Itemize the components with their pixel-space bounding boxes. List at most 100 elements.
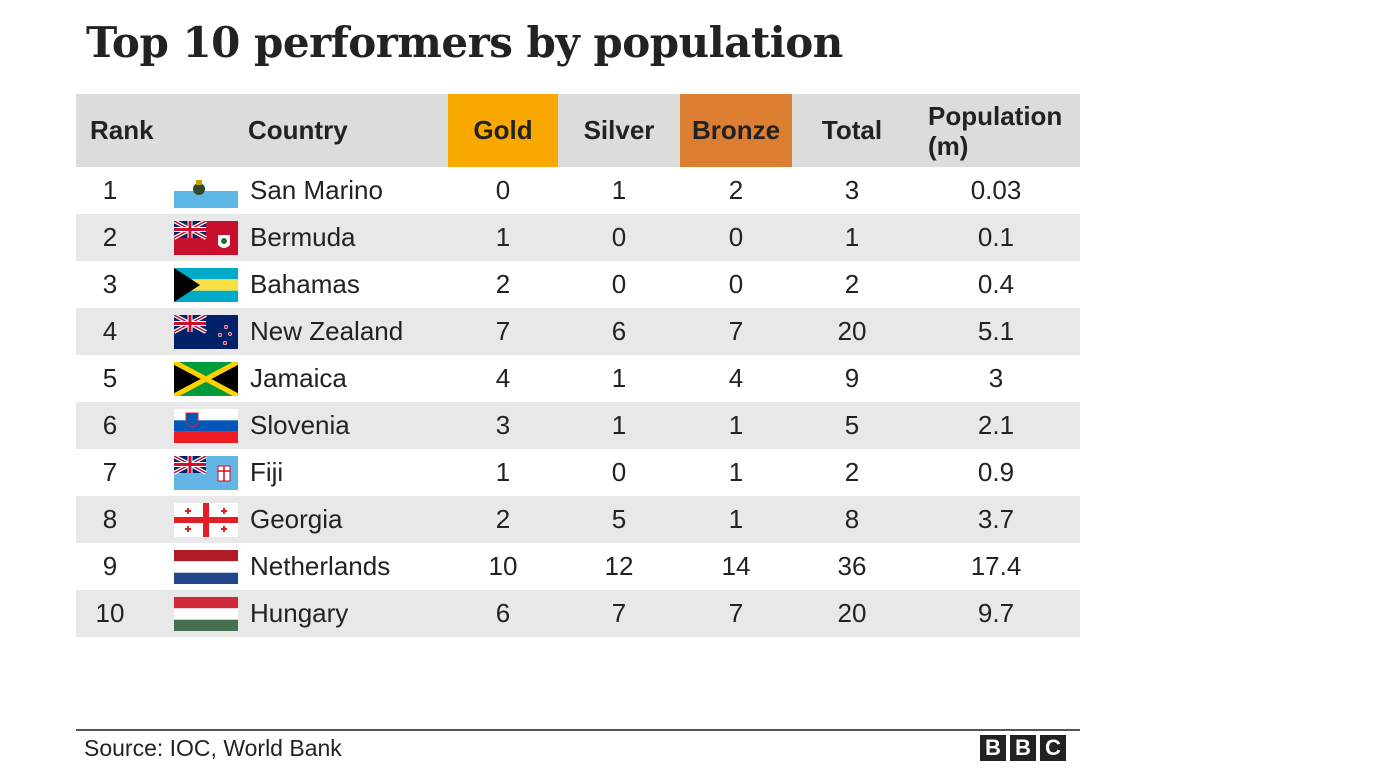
flag-cell	[162, 167, 242, 214]
table-row: 3 Bahamas 2 0 0 2 0.4	[76, 261, 1080, 308]
total-cell: 1	[844, 222, 860, 252]
footer-divider	[76, 729, 1080, 731]
bronze-cell: 1	[728, 504, 744, 534]
country-cell: Jamaica	[250, 363, 347, 393]
bronze-cell: 14	[721, 551, 751, 581]
flag-cell	[162, 543, 242, 590]
silver-cell: 7	[611, 598, 627, 628]
country-cell: Georgia	[250, 504, 343, 534]
fiji-flag	[174, 455, 238, 490]
table-row: 2 Bermuda 1 0 0 1 0.1	[76, 214, 1080, 261]
rank-cell: 1	[102, 175, 118, 205]
table-header-row: Rank Country Gold Silver Bronze Total Po…	[76, 94, 1080, 167]
header-flag	[162, 94, 242, 167]
bronze-cell: 0	[728, 269, 744, 299]
header-country: Country	[248, 115, 348, 145]
rank-cell: 4	[102, 316, 118, 346]
bbc-logo-letter: B	[1010, 735, 1036, 761]
table-row: 5 Jamaica 4 1 4 9 3	[76, 355, 1080, 402]
header-total: Total	[821, 115, 883, 145]
population-cell: 2.1	[977, 410, 1015, 440]
rank-cell: 9	[102, 551, 118, 581]
bronze-cell: 7	[728, 316, 744, 346]
population-cell: 3	[988, 363, 1004, 393]
header-population: Population (m)	[912, 94, 1080, 167]
total-cell: 2	[844, 457, 860, 487]
netherlands-flag	[174, 549, 238, 584]
header-population-line1: Population	[928, 100, 1063, 131]
population-cell: 0.1	[977, 222, 1015, 252]
flag-cell	[162, 214, 242, 261]
silver-cell: 5	[611, 504, 627, 534]
silver-cell: 12	[604, 551, 634, 581]
population-cell: 17.4	[970, 551, 1022, 581]
total-cell: 3	[844, 175, 860, 205]
gold-cell: 10	[488, 551, 518, 581]
total-cell: 9	[844, 363, 860, 393]
gold-cell: 1	[495, 222, 511, 252]
gold-cell: 1	[495, 457, 511, 487]
bronze-cell: 1	[728, 410, 744, 440]
flag-cell	[162, 590, 242, 637]
country-cell: Netherlands	[250, 551, 391, 581]
flag-cell	[162, 355, 242, 402]
country-cell: Hungary	[250, 598, 349, 628]
silver-cell: 1	[611, 175, 627, 205]
gold-cell: 4	[495, 363, 511, 393]
flag-cell	[162, 449, 242, 496]
table-row: 4 New Zealand 7 6 7 20 5.1	[76, 308, 1080, 355]
bbc-logo: B B C	[980, 735, 1066, 761]
table-row: 6 Slovenia 3 1 1 5 2.1	[76, 402, 1080, 449]
medal-table: Rank Country Gold Silver Bronze Total Po…	[76, 94, 1080, 637]
header-rank: Rank	[90, 115, 154, 145]
new-zealand-flag	[174, 314, 238, 349]
bronze-cell: 4	[728, 363, 744, 393]
rank-cell: 3	[102, 269, 118, 299]
slovenia-flag	[174, 408, 238, 443]
gold-cell: 3	[495, 410, 511, 440]
rank-cell: 8	[102, 504, 118, 534]
san-marino-flag	[174, 173, 238, 208]
flag-cell	[162, 308, 242, 355]
population-cell: 5.1	[977, 316, 1015, 346]
total-cell: 5	[844, 410, 860, 440]
country-cell: Bermuda	[250, 222, 356, 252]
silver-cell: 0	[611, 457, 627, 487]
population-cell: 0.4	[977, 269, 1015, 299]
bronze-cell: 0	[728, 222, 744, 252]
header-gold: Gold	[448, 94, 558, 167]
table-row: 1 San Marino 0 1 2 3 0.03	[76, 167, 1080, 214]
gold-cell: 6	[495, 598, 511, 628]
population-cell: 3.7	[977, 504, 1015, 534]
georgia-flag	[174, 502, 238, 537]
rank-cell: 6	[102, 410, 118, 440]
rank-cell: 5	[102, 363, 118, 393]
rank-cell: 2	[102, 222, 118, 252]
population-cell: 0.9	[977, 457, 1015, 487]
gold-cell: 0	[495, 175, 511, 205]
rank-cell: 7	[102, 457, 118, 487]
table-row: 7 Fiji 1 0 1 2 0.9	[76, 449, 1080, 496]
population-cell: 0.03	[970, 175, 1022, 205]
rank-cell: 10	[95, 598, 125, 628]
jamaica-flag	[174, 361, 238, 396]
total-cell: 20	[837, 598, 867, 628]
table-row: 8 Georgia 2 5 1 8 3.7	[76, 496, 1080, 543]
hungary-flag	[174, 596, 238, 631]
silver-cell: 1	[611, 363, 627, 393]
silver-cell: 0	[611, 222, 627, 252]
country-cell: San Marino	[250, 175, 383, 205]
flag-cell	[162, 496, 242, 543]
bermuda-flag	[174, 220, 238, 255]
bronze-cell: 1	[728, 457, 744, 487]
silver-cell: 1	[611, 410, 627, 440]
silver-cell: 0	[611, 269, 627, 299]
header-population-line2: (m)	[928, 130, 969, 161]
gold-cell: 2	[495, 269, 511, 299]
country-cell: Bahamas	[250, 269, 360, 299]
total-cell: 20	[837, 316, 867, 346]
gold-cell: 2	[495, 504, 511, 534]
header-bronze: Bronze	[680, 94, 792, 167]
header-silver: Silver	[583, 115, 655, 145]
gold-cell: 7	[495, 316, 511, 346]
